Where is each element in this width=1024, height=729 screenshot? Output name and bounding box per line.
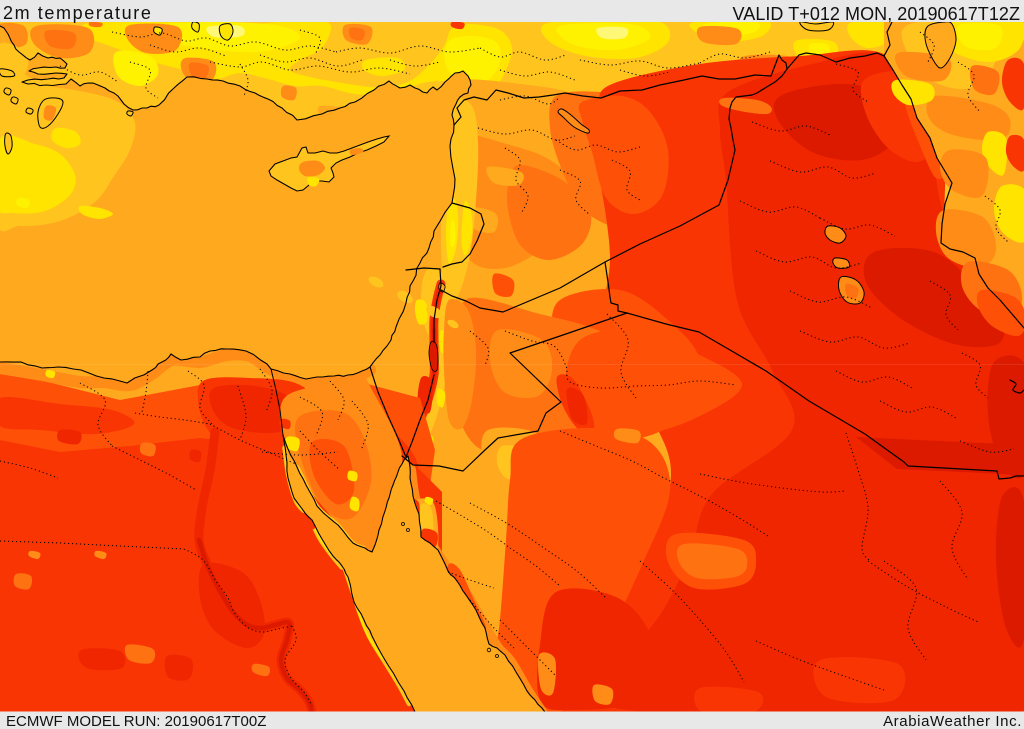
svg-text:2m temperature: 2m temperature [3,3,152,23]
svg-text:ArabiaWeather Inc.: ArabiaWeather Inc. [883,713,1022,729]
svg-text:ECMWF MODEL RUN: 20190617T00Z: ECMWF MODEL RUN: 20190617T00Z [6,713,266,729]
svg-text:VALID T+012 MON, 20190617T12Z: VALID T+012 MON, 20190617T12Z [733,4,1020,24]
